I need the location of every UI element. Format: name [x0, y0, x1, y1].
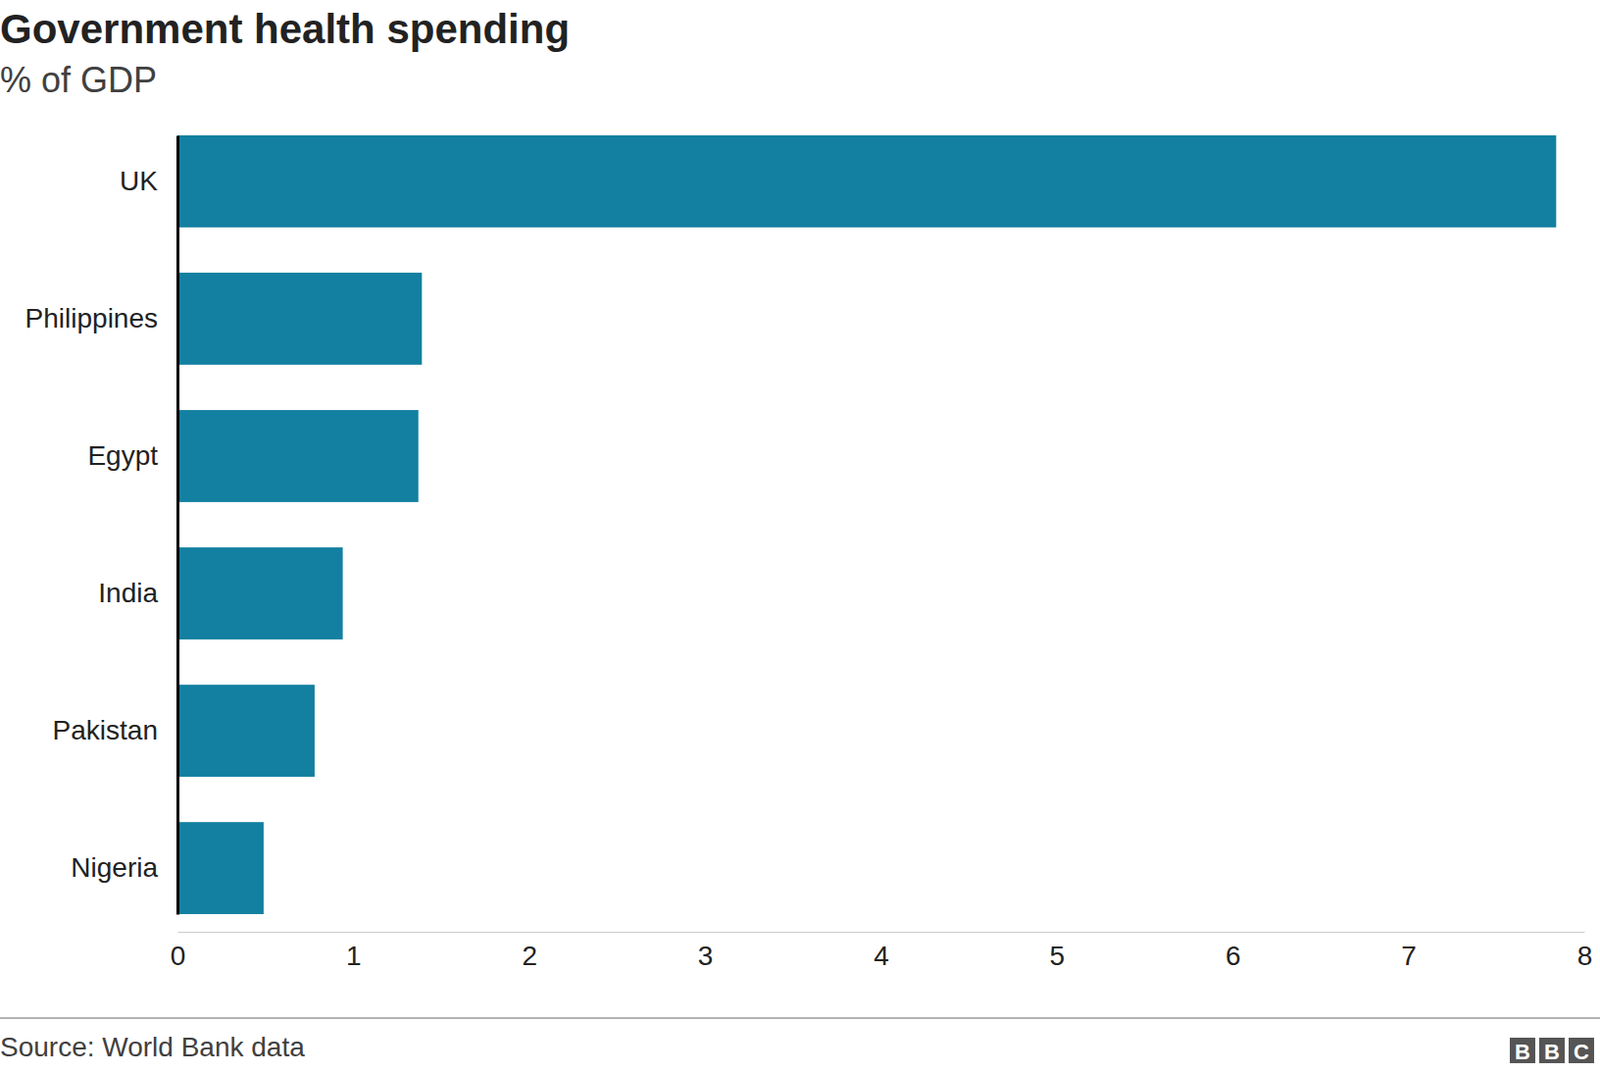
- x-tick-label: 4: [873, 940, 890, 971]
- y-axis-line: [176, 136, 180, 915]
- y-tick-label: Philippines: [25, 302, 158, 334]
- logo-letter: B: [1514, 1039, 1531, 1064]
- logo: BBC: [1509, 1037, 1595, 1064]
- y-tick: Philippines: [25, 302, 178, 334]
- y-tick: UK: [119, 165, 178, 197]
- chart: Government health spending % of GDP 0 1 2 3 4 5…: [0, 0, 1600, 1073]
- bar: [177, 135, 1556, 228]
- logo-letter: B: [1544, 1039, 1560, 1064]
- y-axis: UK Philippines Egypt India Pakistan Nigeria: [25, 136, 179, 915]
- logo-box: [1539, 1037, 1565, 1063]
- x-tick-label: 8: [1577, 940, 1594, 971]
- bars: [177, 135, 1556, 914]
- y-tick: India: [98, 577, 178, 608]
- y-tick-label: Egypt: [87, 440, 158, 471]
- logo-box: [1509, 1037, 1536, 1063]
- x-tick-label: 6: [1225, 940, 1242, 971]
- bar: [177, 409, 419, 502]
- x-tick: 1: [346, 931, 362, 971]
- y-tick: Nigeria: [70, 851, 178, 883]
- x-tick: 0: [170, 931, 187, 971]
- bar: [177, 272, 422, 365]
- x-tick-label: 7: [1400, 940, 1417, 971]
- y-tick-label: Nigeria: [70, 851, 158, 883]
- x-tick: 2: [521, 931, 538, 971]
- bar: [177, 547, 344, 640]
- y-tick-label: UK: [119, 165, 158, 197]
- y-tick-label: India: [98, 577, 158, 608]
- x-tick: 6: [1225, 931, 1242, 971]
- subtitle: % of GDP: [0, 59, 157, 100]
- x-axis-line: [178, 931, 1586, 933]
- y-tick: Egypt: [87, 440, 178, 471]
- x-tick-label: 3: [698, 940, 714, 971]
- x-tick: 7: [1400, 931, 1417, 971]
- x-tick-label: 1: [346, 940, 362, 971]
- x-axis: 0 1 2 3 4 5 6 7 8: [170, 931, 1594, 971]
- logo-box: [1568, 1037, 1595, 1063]
- x-tick: 3: [698, 931, 714, 971]
- title: Government health spending: [0, 5, 570, 52]
- x-tick: 5: [1050, 931, 1066, 971]
- x-tick: 4: [873, 931, 890, 971]
- footer-rule: [0, 1016, 1600, 1019]
- bar: [177, 684, 315, 777]
- y-tick: Pakistan: [52, 714, 178, 746]
- x-tick-label: 0: [170, 940, 187, 971]
- logo-letter: C: [1573, 1039, 1590, 1064]
- x-tick-label: 5: [1050, 940, 1066, 971]
- x-tick: 8: [1577, 931, 1594, 971]
- source: Source: World Bank data: [0, 1031, 305, 1062]
- y-tick-label: Pakistan: [52, 714, 158, 746]
- x-tick-label: 2: [521, 940, 538, 971]
- bar: [177, 821, 264, 914]
